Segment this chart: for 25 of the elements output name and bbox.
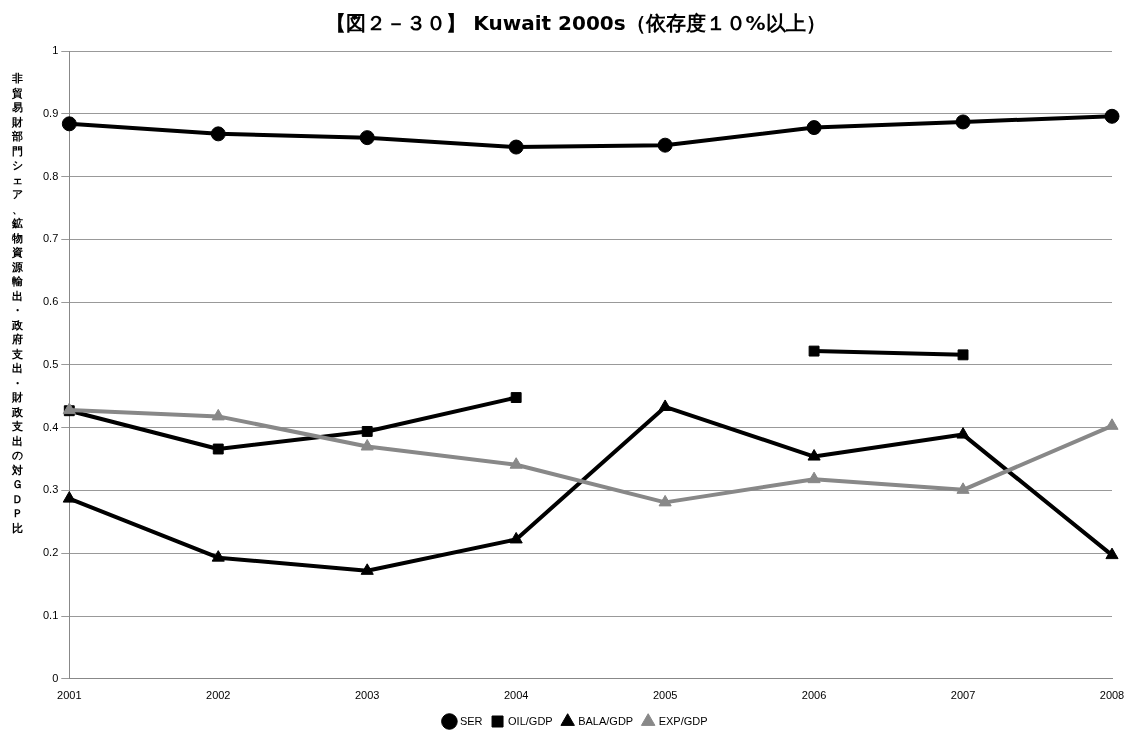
x-tick-label: 2006	[801, 689, 827, 702]
y-tick-label: 0	[52, 671, 59, 684]
chart-title: 【図２－３０】 Kuwait 2000s（依存度１０%以上）	[326, 11, 826, 36]
x-tick-label: 2004	[503, 689, 529, 702]
y-tick-label: 0.1	[42, 609, 59, 622]
legend-label: SER	[459, 714, 483, 727]
y-tick-label: 0.3	[42, 483, 59, 496]
x-tick-label: 2002	[206, 689, 231, 702]
y-tick-label: 0.5	[42, 357, 59, 370]
legend-label: EXP/GDP	[658, 714, 708, 727]
y-tick-label: 0.9	[42, 106, 59, 119]
x-tick-label: 2001	[57, 689, 82, 702]
text: 非貿易財部門シェア、鉱物資源輸出・政府支出・財政支出の対ＧＤＰ比	[11, 72, 23, 535]
y-tick-label: 0.8	[42, 169, 59, 182]
legend-label: BALA/GDP	[578, 714, 634, 727]
x-tick-label: 2008	[1099, 689, 1125, 702]
x-tick-label: 2003	[354, 689, 380, 702]
y-tick-label: 0.4	[42, 420, 59, 433]
y-tick-label: 0.6	[42, 295, 59, 308]
y-tick-label: 1	[52, 44, 59, 57]
y-tick-label: 0.7	[42, 232, 59, 245]
x-tick-label: 2007	[950, 689, 976, 702]
legend-label: OIL/GDP	[508, 714, 553, 727]
y-tick-label: 0.2	[42, 546, 59, 559]
x-tick-label: 2005	[652, 689, 678, 702]
